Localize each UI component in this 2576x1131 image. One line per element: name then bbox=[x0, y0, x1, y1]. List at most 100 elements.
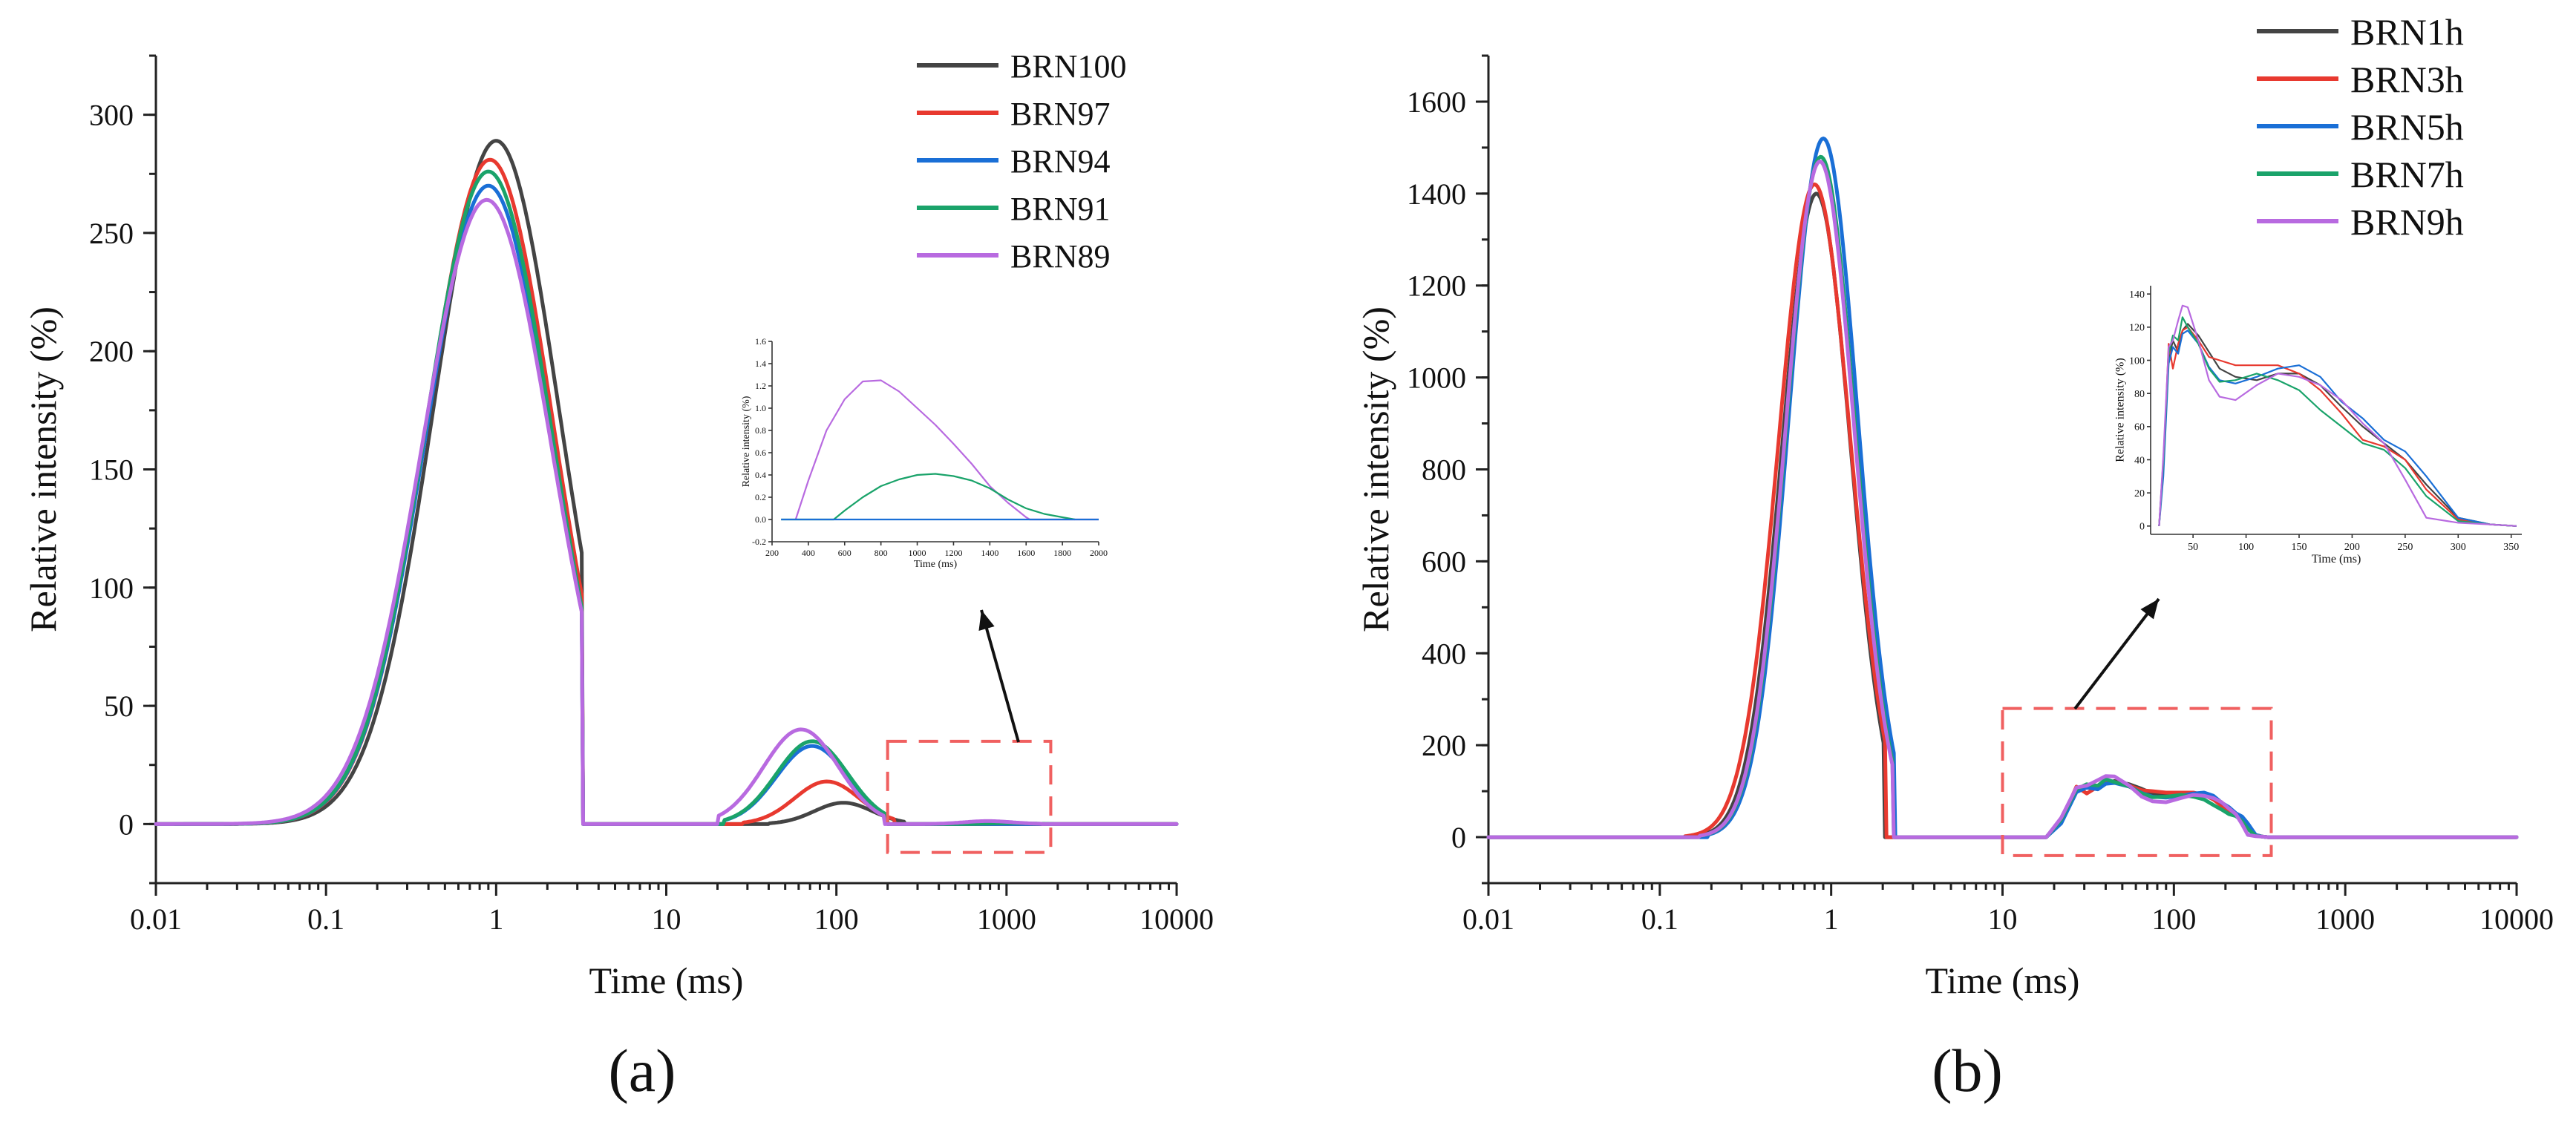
inset-series-BRN1h bbox=[2159, 324, 2517, 525]
inset-series-BRN5h bbox=[2159, 330, 2517, 526]
highlight-box bbox=[888, 741, 1051, 853]
inset-series-BRN91 bbox=[781, 474, 1075, 520]
chart-panel-b: 0.01 0.1 1 10 100 1000 10000020040060080010001… bbox=[1355, 11, 2554, 1104]
legend-label-BRN3h: BRN3h bbox=[2350, 59, 2464, 100]
inset-series-BRN7h bbox=[2159, 317, 2517, 525]
x-tick-label: 0.01 bbox=[130, 902, 182, 936]
y-axis-label: Relative intensity (%) bbox=[1355, 306, 1396, 632]
x-tick-label: 0.1 bbox=[307, 902, 344, 936]
inset-y-tick-label: 0.2 bbox=[755, 492, 766, 502]
inset-x-axis-label: Time (ms) bbox=[2312, 553, 2361, 566]
legend-label-BRN94: BRN94 bbox=[1010, 143, 1110, 180]
x-tick-label: 0.01 bbox=[1462, 902, 1514, 936]
legend-label-BRN5h: BRN5h bbox=[2350, 106, 2464, 148]
y-tick-label: 0 bbox=[1451, 821, 1466, 854]
inset-x-tick-label: 50 bbox=[2188, 542, 2198, 553]
inset-x-tick-label: 1600 bbox=[1017, 548, 1035, 558]
zoom-arrow bbox=[2075, 599, 2159, 709]
legend-label-BRN91: BRN91 bbox=[1010, 191, 1110, 227]
inset-x-tick-label: 350 bbox=[2503, 542, 2519, 553]
inset-x-tick-label: 1800 bbox=[1053, 548, 1071, 558]
inset-x-tick-label: 150 bbox=[2292, 542, 2307, 553]
inset-y-tick-label: 80 bbox=[2134, 389, 2145, 400]
y-tick-label: 1600 bbox=[1407, 85, 1466, 119]
inset-y-axis-label: Relative intensity (%) bbox=[741, 396, 752, 487]
inset-x-tick-label: 250 bbox=[2397, 542, 2413, 553]
panel-label: (b) bbox=[1932, 1037, 2003, 1104]
zoom-arrow bbox=[981, 610, 1019, 742]
y-tick-label: 200 bbox=[89, 335, 134, 368]
inset-y-tick-label: 0.6 bbox=[755, 448, 766, 458]
inset-x-tick-label: 800 bbox=[875, 548, 888, 558]
inset-y-tick-label: 0.8 bbox=[755, 425, 766, 436]
y-axis-label: Relative intensity (%) bbox=[22, 306, 64, 632]
y-tick-label: 300 bbox=[89, 99, 134, 132]
inset-y-tick-label: 1.4 bbox=[755, 358, 766, 369]
inset-y-tick-label: 100 bbox=[2129, 355, 2145, 367]
inset-y-tick-label: 40 bbox=[2134, 455, 2145, 466]
legend-label-BRN9h: BRN9h bbox=[2350, 201, 2464, 243]
highlight-box bbox=[2003, 709, 2272, 856]
inset-x-tick-label: 300 bbox=[2451, 542, 2466, 553]
inset-y-tick-label: 1.0 bbox=[755, 403, 766, 413]
y-tick-label: 100 bbox=[89, 571, 134, 605]
inset-y-tick-label: 1.6 bbox=[755, 336, 766, 347]
inset-y-tick-label: 60 bbox=[2134, 422, 2145, 433]
x-axis-label: Time (ms) bbox=[589, 960, 744, 1001]
inset-chart: 50 100 150 200 250 300 350 0 20 40 60 80 100 120 140 Ti… bbox=[2114, 286, 2522, 566]
figure: 0.01 0.1 1 10 100 1000 10000050100150200250300… bbox=[0, 0, 2576, 1131]
inset-chart: 200 400 600 800 1000 1200 1400 1600 1800 2000 -0.2… bbox=[741, 336, 1108, 570]
inset-y-tick-label: 140 bbox=[2129, 289, 2145, 301]
inset-y-axis-label: Relative intensity (%) bbox=[2114, 358, 2127, 462]
inset-x-tick-label: 1000 bbox=[909, 548, 926, 558]
x-tick-label: 1000 bbox=[977, 902, 1036, 936]
y-tick-label: 600 bbox=[1422, 545, 1466, 578]
zoom-arrow-head bbox=[978, 610, 994, 631]
inset-x-axis-label: Time (ms) bbox=[914, 559, 958, 570]
y-tick-label: 150 bbox=[89, 453, 134, 487]
series-BRN3h bbox=[1488, 184, 2517, 837]
inset-y-tick-label: 0 bbox=[2139, 522, 2145, 533]
panel-label: (a) bbox=[608, 1037, 676, 1104]
chart-panel-a: 0.01 0.1 1 10 100 1000 10000 0 50 100 150 200 250 300… bbox=[22, 48, 1214, 1104]
inset-x-tick-label: 1200 bbox=[944, 548, 962, 558]
legend-label-BRN100: BRN100 bbox=[1010, 48, 1126, 85]
y-tick-label: 0 bbox=[119, 807, 134, 841]
series-BRN9h bbox=[1488, 162, 2517, 838]
series-BRN1h bbox=[1488, 194, 2517, 837]
inset-series-BRN9h bbox=[2159, 306, 2517, 526]
inset-series-BRN89 bbox=[796, 381, 1099, 520]
legend-label-BRN89: BRN89 bbox=[1010, 238, 1110, 275]
x-tick-label: 10 bbox=[1988, 902, 2018, 936]
x-axis-label: Time (ms) bbox=[1926, 960, 2080, 1001]
inset-x-tick-label: 200 bbox=[765, 548, 779, 558]
y-tick-label: 1000 bbox=[1407, 361, 1466, 395]
legend-label-BRN7h: BRN7h bbox=[2350, 154, 2464, 195]
y-tick-label: 1200 bbox=[1407, 269, 1466, 303]
legend: BRN100 BRN97 BRN94 BRN91 BRN89 bbox=[917, 48, 1126, 275]
legend: BRN1h BRN3h BRN5h BRN7h BRN9h bbox=[2257, 11, 2464, 243]
x-tick-label: 100 bbox=[2151, 902, 2196, 936]
x-tick-label: 1000 bbox=[2315, 902, 2375, 936]
x-tick-label: 10 bbox=[652, 902, 681, 936]
x-tick-label: 100 bbox=[814, 902, 859, 936]
x-tick-label: 1 bbox=[1824, 902, 1839, 936]
x-tick-label: 0.1 bbox=[1641, 902, 1678, 936]
inset-y-tick-label: 20 bbox=[2134, 488, 2145, 499]
y-tick-label: 400 bbox=[1422, 637, 1466, 670]
inset-x-tick-label: 1400 bbox=[981, 548, 998, 558]
inset-x-tick-label: 2000 bbox=[1090, 548, 1108, 558]
series-BRN5h bbox=[1488, 139, 2517, 838]
inset-x-tick-label: 200 bbox=[2344, 542, 2360, 553]
zoom-arrow-head bbox=[2140, 599, 2159, 619]
y-tick-label: 1400 bbox=[1407, 177, 1466, 211]
series-BRN89 bbox=[156, 200, 1177, 824]
inset-x-tick-label: 100 bbox=[2238, 542, 2254, 553]
series-BRN7h bbox=[1488, 157, 2517, 837]
inset-x-tick-label: 400 bbox=[802, 548, 815, 558]
inset-y-tick-label: -0.2 bbox=[752, 537, 766, 547]
x-tick-label: 10000 bbox=[2479, 902, 2554, 936]
inset-y-tick-label: 0.0 bbox=[755, 514, 766, 525]
x-tick-label: 10000 bbox=[1140, 902, 1214, 936]
y-tick-label: 200 bbox=[1422, 729, 1466, 762]
